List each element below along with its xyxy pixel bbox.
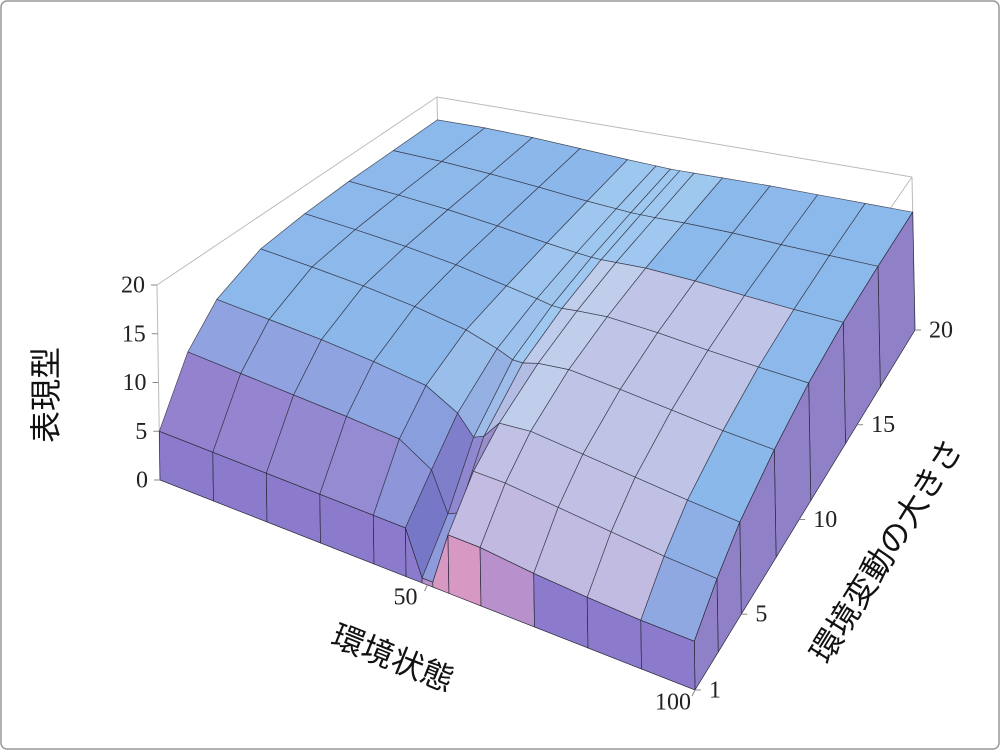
box-edge bbox=[436, 96, 913, 178]
front-wall bbox=[640, 619, 696, 691]
z-tick-label: 0 bbox=[136, 468, 148, 494]
z-tick-label: 20 bbox=[121, 273, 145, 299]
y-tick-label: 5 bbox=[755, 602, 767, 628]
x-tick-label: 100 bbox=[655, 690, 691, 716]
front-wall bbox=[447, 534, 482, 607]
x-tick bbox=[424, 584, 428, 592]
x-tick bbox=[691, 689, 696, 697]
y-tick-label: 1 bbox=[709, 678, 721, 704]
z-tick-label: 5 bbox=[135, 419, 147, 445]
y-tick-label: 10 bbox=[813, 507, 837, 533]
z-tick-label: 15 bbox=[122, 321, 146, 347]
x-tick-label: 50 bbox=[394, 585, 418, 611]
y-tick-label: 20 bbox=[929, 318, 953, 344]
z-tick-label: 10 bbox=[123, 370, 147, 396]
z-axis-title: 表現型 bbox=[27, 347, 65, 443]
surface bbox=[158, 119, 916, 692]
box-edge bbox=[156, 96, 438, 286]
y-tick-label: 15 bbox=[871, 412, 895, 438]
